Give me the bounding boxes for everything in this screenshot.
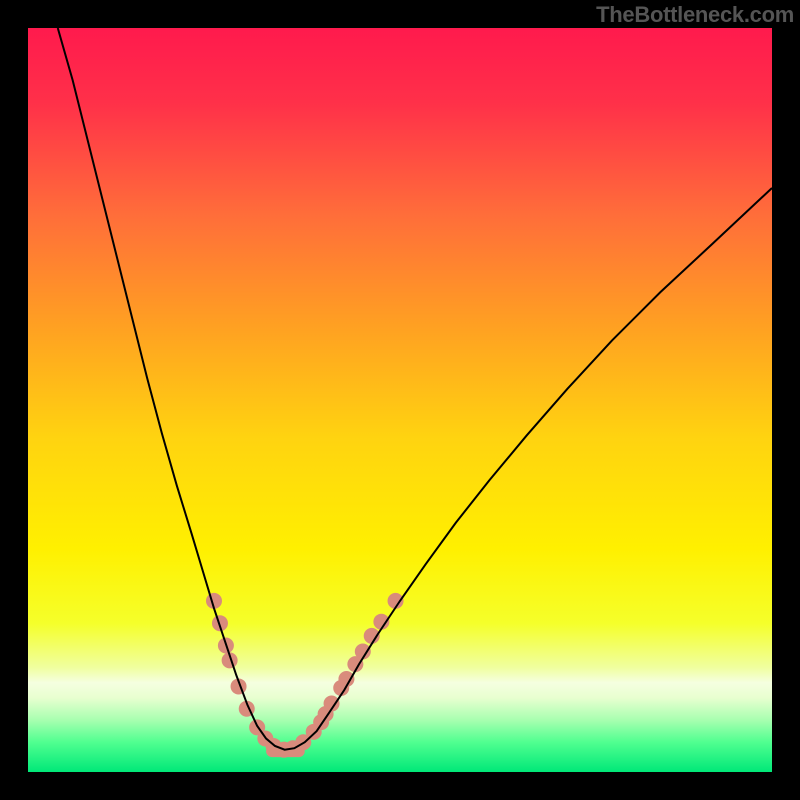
bottom-band xyxy=(266,745,305,757)
frame-bottom xyxy=(0,772,800,800)
chart-container: TheBottleneck.com xyxy=(0,0,800,800)
plot-area xyxy=(28,28,772,772)
frame-right xyxy=(772,0,800,800)
watermark-text: TheBottleneck.com xyxy=(596,2,794,28)
bottleneck-curve xyxy=(58,28,772,750)
curve-layer xyxy=(28,28,772,772)
frame-left xyxy=(0,0,28,800)
